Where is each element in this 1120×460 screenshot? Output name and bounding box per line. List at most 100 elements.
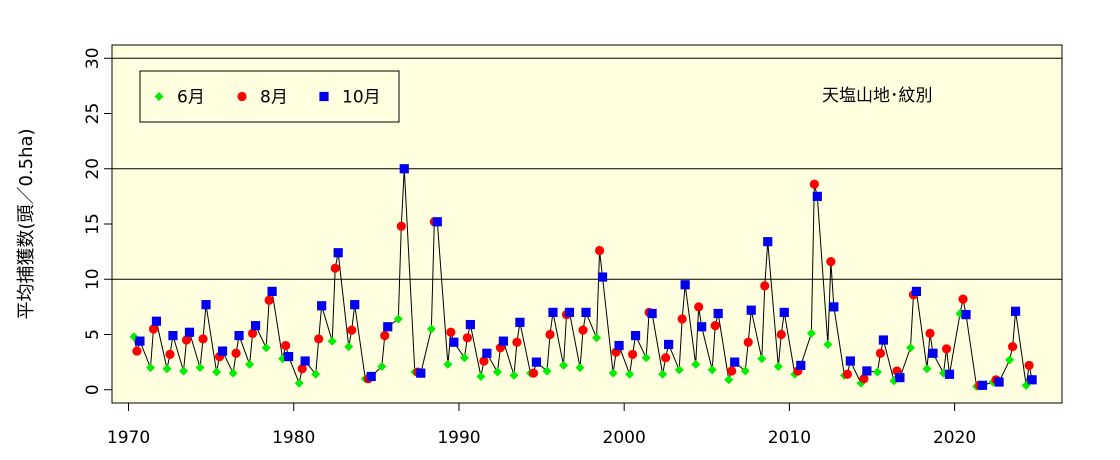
- y-tick-label-5: 5: [83, 329, 103, 340]
- legend: 6月 8月 10月: [139, 70, 400, 123]
- data-point: [628, 349, 638, 359]
- x-tick-label-1970: 1970: [107, 428, 150, 448]
- data-point: [944, 369, 955, 379]
- data-point: [809, 179, 819, 189]
- data-point: [641, 353, 651, 363]
- data-point: [432, 217, 442, 227]
- data-point: [746, 305, 756, 315]
- x-tick-label-1990: 1990: [437, 428, 480, 448]
- data-point: [581, 307, 591, 317]
- data-point: [677, 314, 687, 324]
- data-point: [1024, 360, 1034, 371]
- data-point: [179, 366, 189, 376]
- data-point: [743, 337, 753, 347]
- data-point: [680, 280, 690, 290]
- data-point: [559, 360, 569, 370]
- legend-marker-3: [319, 91, 329, 102]
- data-point: [674, 365, 684, 375]
- data-point: [845, 356, 855, 366]
- data-point: [347, 325, 357, 335]
- data-point: [465, 319, 475, 330]
- data-point: [994, 377, 1004, 387]
- data-point: [416, 368, 426, 378]
- data-point: [578, 325, 588, 335]
- data-point: [806, 328, 816, 338]
- data-point: [875, 348, 886, 358]
- data-point: [446, 327, 456, 337]
- data-point: [958, 294, 968, 304]
- data-point: [842, 369, 852, 379]
- data-point: [330, 263, 340, 273]
- data-point: [895, 372, 905, 383]
- data-point: [812, 191, 822, 201]
- data-point: [872, 367, 882, 377]
- data-point: [168, 330, 178, 341]
- data-point: [201, 300, 211, 310]
- data-point: [380, 330, 390, 341]
- data-point: [826, 256, 836, 267]
- data-point: [383, 322, 393, 332]
- data-point: [564, 307, 575, 317]
- data-point: [905, 343, 915, 353]
- data-point: [707, 365, 717, 375]
- data-point: [713, 308, 723, 319]
- data-point: [261, 343, 271, 353]
- data-point: [625, 369, 635, 379]
- data-point: [327, 336, 337, 346]
- data-point: [597, 272, 608, 282]
- data-point: [366, 371, 376, 382]
- data-point: [531, 357, 542, 367]
- data-point: [267, 286, 277, 297]
- data-point: [925, 328, 935, 338]
- data-point: [212, 367, 222, 377]
- x-axis: 1970 1980 1990 2000 2010 2020: [107, 402, 976, 448]
- data-point: [228, 368, 238, 378]
- data-point: [1005, 355, 1015, 365]
- x-tick-label-2010: 2010: [768, 428, 811, 448]
- data-point: [727, 366, 737, 376]
- data-point: [459, 353, 469, 363]
- legend-label-3: 10月: [342, 88, 381, 108]
- data-point: [479, 356, 489, 366]
- data-point: [311, 369, 321, 379]
- data-point: [181, 335, 192, 345]
- plot-border: [111, 44, 1063, 404]
- data-point: [773, 362, 783, 372]
- data-point: [509, 370, 519, 380]
- data-point: [724, 375, 734, 385]
- data-point: [928, 348, 938, 358]
- data-point: [545, 329, 555, 340]
- data-point: [132, 346, 142, 356]
- data-point: [148, 324, 159, 334]
- data-point: [198, 334, 208, 344]
- data-point: [1008, 342, 1018, 352]
- data-point: [922, 364, 932, 374]
- y-axis-title: 平均捕獲数(頭／0.5ha): [16, 128, 37, 319]
- data-point: [317, 301, 327, 311]
- data-point: [829, 302, 839, 312]
- data-point: [443, 359, 453, 369]
- data-point: [145, 363, 155, 373]
- data-point: [297, 364, 307, 374]
- gridlines: [112, 57, 1062, 280]
- y-tick-label-10: 10: [83, 268, 103, 290]
- data-point: [658, 369, 668, 379]
- series-3: [135, 164, 1037, 390]
- data-point: [710, 321, 720, 331]
- data-point: [234, 330, 244, 341]
- data-point: [697, 322, 707, 332]
- data-point: [264, 295, 274, 305]
- legend-label-2: 8月: [260, 88, 288, 108]
- data-point: [396, 221, 406, 231]
- x-tick-label-2020: 2020: [933, 428, 976, 448]
- data-point: [548, 307, 558, 317]
- data-point: [977, 380, 988, 390]
- legend-marker-2: [237, 91, 247, 102]
- y-axis: 0 5 10 15 20 25 30: [83, 47, 113, 395]
- y-tick-label-30: 30: [83, 47, 103, 69]
- data-point: [492, 367, 502, 377]
- data-point: [630, 330, 641, 341]
- data-point: [231, 348, 241, 358]
- data-point: [482, 348, 492, 358]
